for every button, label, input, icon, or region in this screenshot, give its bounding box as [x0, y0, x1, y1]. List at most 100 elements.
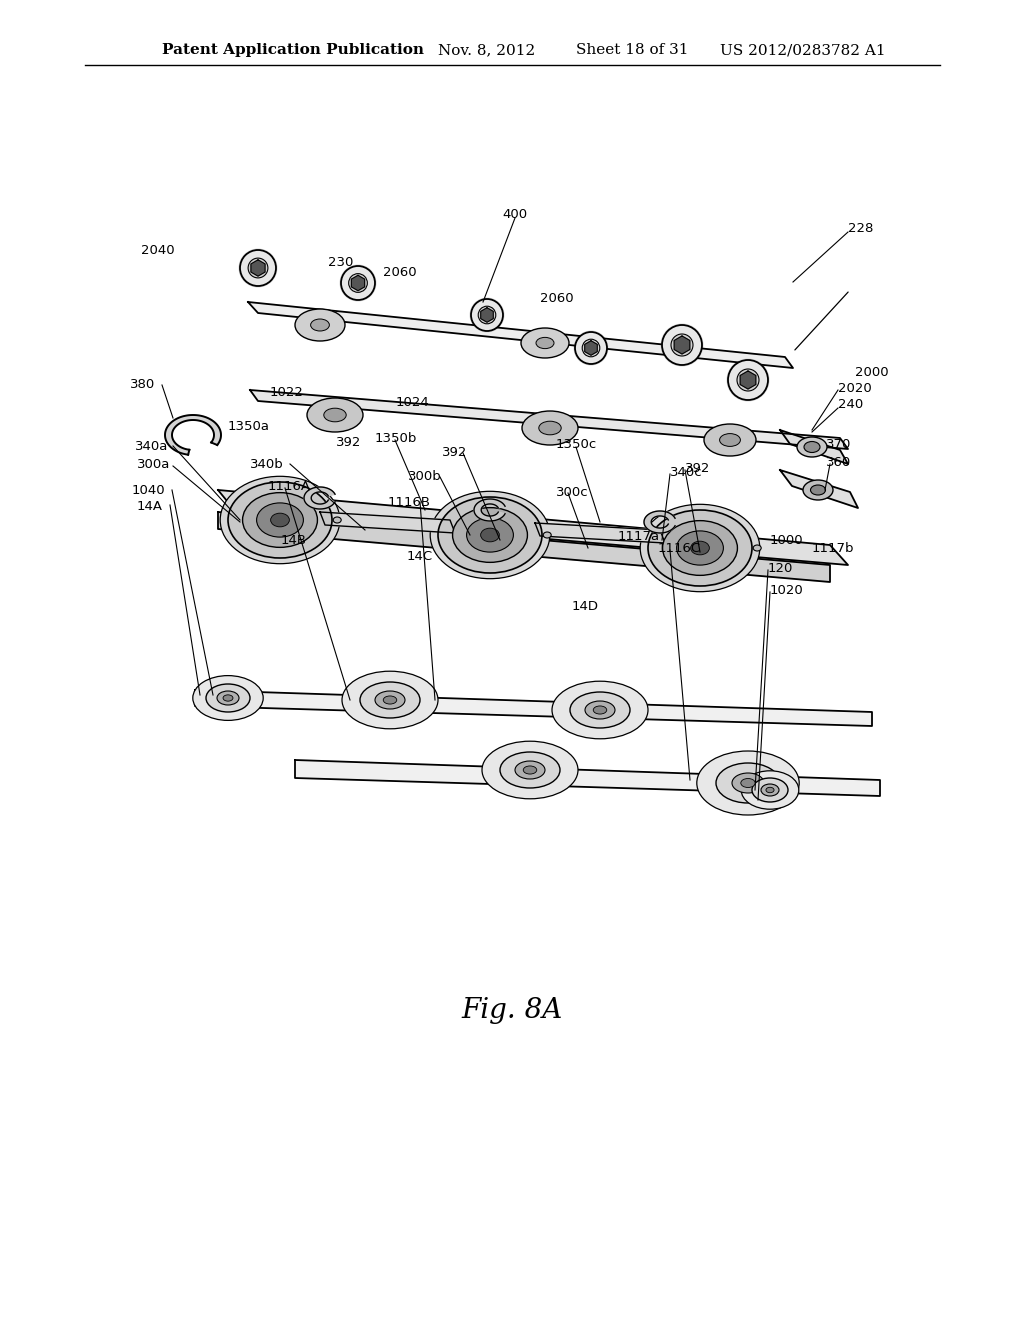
- Ellipse shape: [220, 477, 340, 564]
- Circle shape: [726, 359, 769, 401]
- Text: 1117a: 1117a: [618, 531, 660, 544]
- Circle shape: [248, 259, 268, 279]
- Polygon shape: [474, 499, 505, 521]
- Text: 228: 228: [848, 222, 873, 235]
- Ellipse shape: [522, 411, 578, 445]
- Ellipse shape: [360, 682, 420, 718]
- Ellipse shape: [552, 681, 648, 739]
- Polygon shape: [351, 276, 365, 290]
- Circle shape: [471, 300, 503, 331]
- Ellipse shape: [206, 684, 250, 711]
- Ellipse shape: [383, 696, 396, 704]
- Text: 1000: 1000: [770, 533, 804, 546]
- Text: 2000: 2000: [855, 366, 889, 379]
- Polygon shape: [304, 487, 335, 510]
- Ellipse shape: [223, 694, 232, 701]
- Ellipse shape: [570, 692, 630, 729]
- Ellipse shape: [803, 480, 833, 500]
- Ellipse shape: [536, 338, 554, 348]
- Ellipse shape: [342, 671, 438, 729]
- Ellipse shape: [761, 784, 779, 796]
- Text: US 2012/0283782 A1: US 2012/0283782 A1: [720, 44, 886, 57]
- Ellipse shape: [543, 532, 551, 539]
- Ellipse shape: [295, 309, 345, 341]
- Text: 392: 392: [336, 437, 361, 450]
- Ellipse shape: [482, 742, 578, 799]
- Polygon shape: [218, 490, 848, 565]
- Polygon shape: [295, 760, 880, 796]
- Ellipse shape: [640, 504, 760, 591]
- Ellipse shape: [228, 482, 332, 558]
- Polygon shape: [780, 430, 848, 465]
- Ellipse shape: [797, 437, 827, 457]
- Text: 392: 392: [442, 446, 468, 459]
- Ellipse shape: [310, 319, 330, 331]
- Ellipse shape: [585, 701, 615, 719]
- Ellipse shape: [523, 766, 537, 774]
- Circle shape: [728, 360, 768, 400]
- Ellipse shape: [453, 508, 527, 562]
- Ellipse shape: [752, 777, 788, 803]
- Circle shape: [660, 323, 703, 367]
- Circle shape: [469, 297, 505, 333]
- Ellipse shape: [754, 545, 761, 550]
- Circle shape: [662, 325, 702, 366]
- Ellipse shape: [324, 408, 346, 422]
- Ellipse shape: [438, 498, 542, 573]
- Ellipse shape: [811, 484, 825, 495]
- Text: 1116C: 1116C: [658, 541, 701, 554]
- Circle shape: [583, 339, 600, 356]
- Text: 1350a: 1350a: [228, 421, 270, 433]
- Polygon shape: [319, 512, 455, 533]
- Text: 300b: 300b: [409, 470, 442, 483]
- Ellipse shape: [467, 517, 513, 552]
- Ellipse shape: [307, 399, 362, 432]
- Circle shape: [573, 330, 608, 366]
- Ellipse shape: [333, 517, 341, 523]
- Polygon shape: [644, 511, 675, 533]
- Text: 340a: 340a: [134, 440, 168, 453]
- Polygon shape: [218, 512, 830, 582]
- Text: 2020: 2020: [838, 381, 871, 395]
- Ellipse shape: [804, 441, 820, 453]
- Text: 14A: 14A: [137, 500, 163, 513]
- Ellipse shape: [257, 503, 303, 537]
- Ellipse shape: [593, 706, 607, 714]
- Ellipse shape: [741, 771, 799, 809]
- Ellipse shape: [720, 433, 740, 446]
- Ellipse shape: [193, 676, 263, 721]
- Text: 240: 240: [838, 399, 863, 412]
- Ellipse shape: [696, 751, 799, 814]
- Circle shape: [737, 370, 759, 391]
- Polygon shape: [251, 260, 265, 276]
- Circle shape: [348, 273, 368, 292]
- Ellipse shape: [515, 762, 545, 779]
- Polygon shape: [585, 341, 597, 355]
- Text: 380: 380: [130, 379, 155, 392]
- Text: 1116A: 1116A: [268, 480, 311, 494]
- Ellipse shape: [677, 531, 723, 565]
- Text: 1350c: 1350c: [556, 438, 597, 451]
- Ellipse shape: [500, 752, 560, 788]
- Text: 2040: 2040: [141, 243, 175, 256]
- Ellipse shape: [740, 779, 756, 788]
- Text: 230: 230: [328, 256, 353, 269]
- Polygon shape: [165, 414, 221, 454]
- Ellipse shape: [732, 774, 764, 793]
- Text: 1117b: 1117b: [812, 541, 854, 554]
- Text: 400: 400: [503, 209, 527, 222]
- Polygon shape: [195, 690, 872, 726]
- Polygon shape: [250, 389, 848, 449]
- Text: 1350b: 1350b: [375, 432, 418, 445]
- Text: 340c: 340c: [670, 466, 702, 479]
- Circle shape: [478, 306, 496, 323]
- Text: 1020: 1020: [770, 583, 804, 597]
- Ellipse shape: [430, 491, 550, 578]
- Text: 14B: 14B: [281, 533, 307, 546]
- Text: 2060: 2060: [540, 292, 573, 305]
- Circle shape: [240, 249, 276, 286]
- Text: 14D: 14D: [571, 599, 598, 612]
- Text: 1116B: 1116B: [388, 495, 431, 508]
- Text: 1022: 1022: [270, 387, 304, 400]
- Circle shape: [671, 334, 693, 356]
